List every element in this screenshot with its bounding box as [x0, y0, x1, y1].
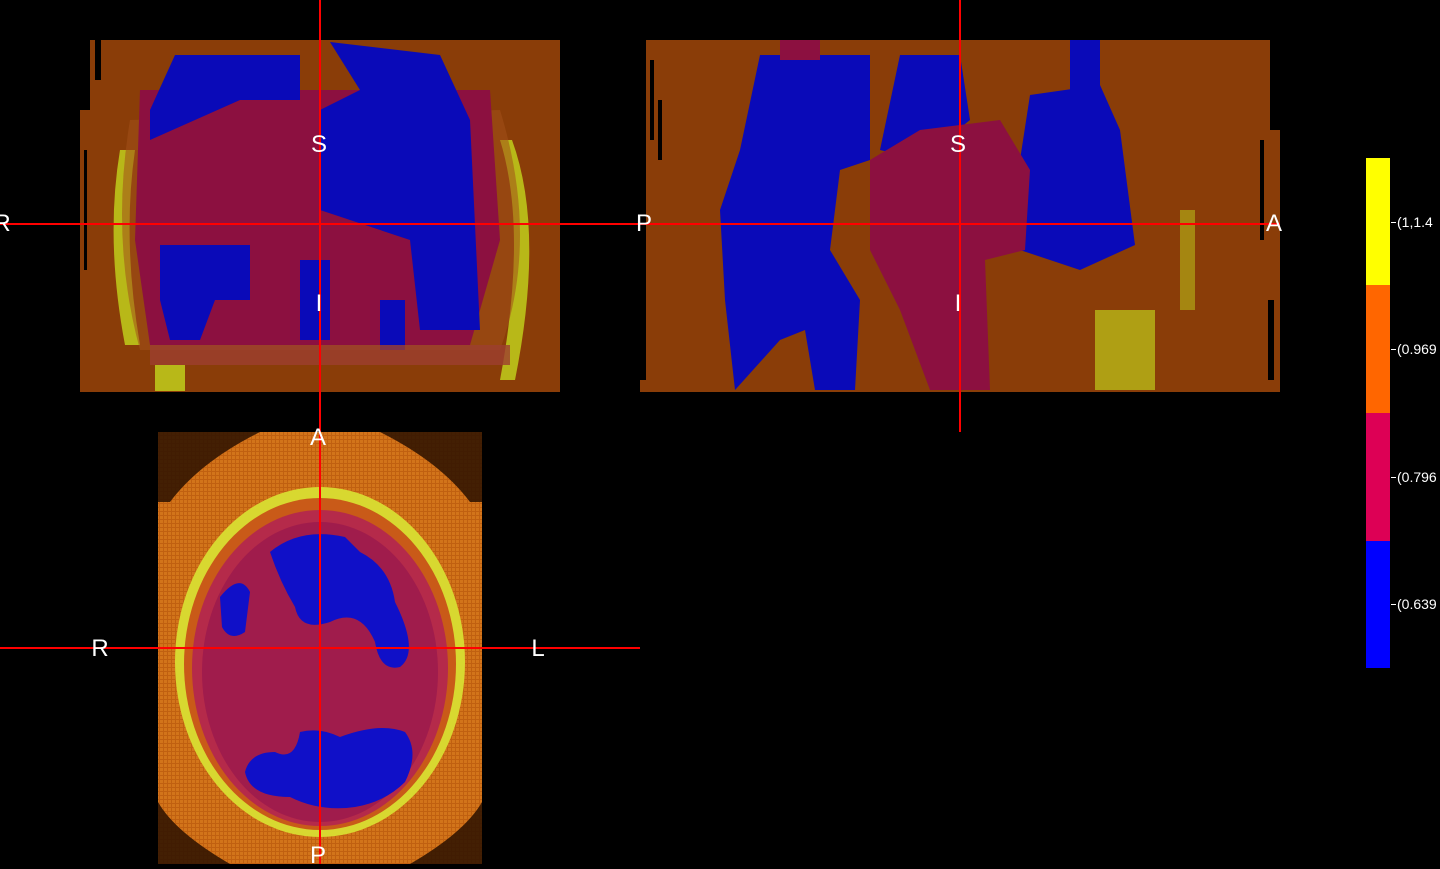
orient-label-superior: S [949, 131, 967, 158]
orient-label-superior: S [310, 131, 328, 158]
colorbar-label-4: (0.639 [1397, 596, 1437, 612]
orient-label-inferior: I [954, 290, 962, 317]
orient-label-inferior: I [315, 290, 323, 317]
orient-label-posterior: P [635, 210, 653, 237]
colorbar-bin-4 [1366, 541, 1390, 668]
colorbar-tick [1391, 222, 1396, 223]
colorbar-label-2: (0.969 [1397, 341, 1437, 357]
sagittal-image [640, 0, 1280, 432]
colorbar: (1,1.4 (0.969 (0.796 (0.639 [1366, 158, 1440, 668]
sagittal-view[interactable]: S I P A [636, 0, 1283, 432]
colorbar-bin-2 [1366, 285, 1390, 413]
coronal-view[interactable]: S I R [0, 0, 640, 432]
colorbar-label-1: (1,1.4 [1397, 214, 1433, 230]
orient-label-left: L [531, 635, 545, 662]
colorbar-tick [1391, 349, 1396, 350]
orient-label-anterior: A [309, 424, 327, 451]
orient-label-posterior: P [309, 842, 327, 869]
coronal-image [0, 0, 640, 432]
colorbar-tick [1391, 604, 1396, 605]
orient-label-anterior: A [1265, 210, 1283, 237]
colorbar-bin-3 [1366, 413, 1390, 541]
axial-view[interactable]: A P R L [0, 426, 640, 868]
orient-label-right: R [0, 210, 11, 237]
colorbar-label-3: (0.796 [1397, 469, 1437, 485]
orient-label-right: R [91, 635, 109, 662]
axial-image [0, 432, 640, 864]
colorbar-bin-1 [1366, 158, 1390, 285]
colorbar-tick [1391, 477, 1396, 478]
